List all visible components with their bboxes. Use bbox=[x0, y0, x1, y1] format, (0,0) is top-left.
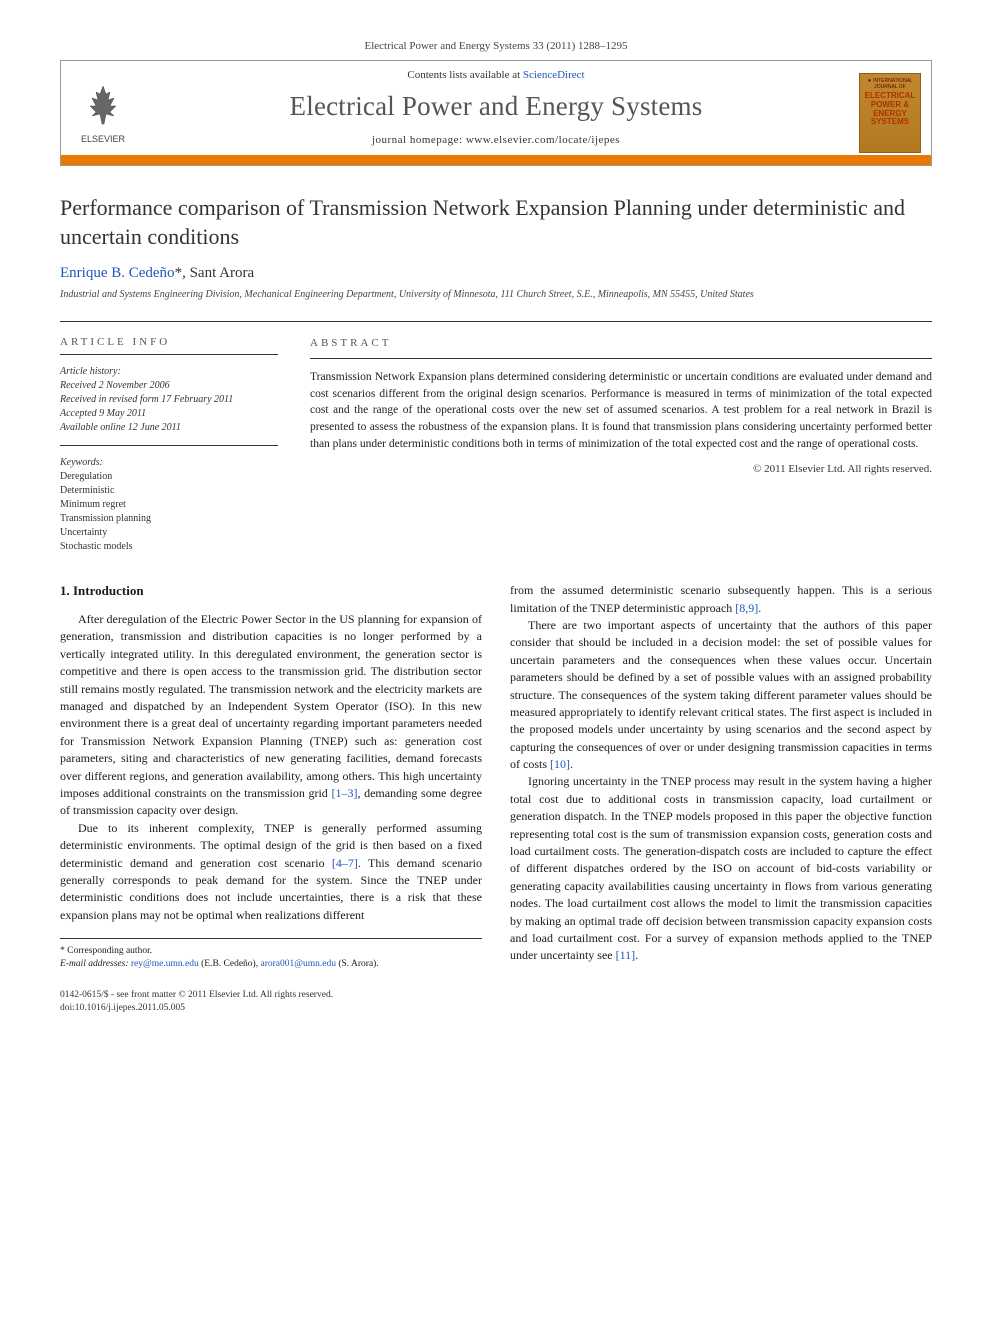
front-matter-line: 0142-0615/$ - see front matter © 2011 El… bbox=[60, 989, 932, 1002]
keyword: Stochastic models bbox=[60, 540, 278, 554]
sciencedirect-link[interactable]: ScienceDirect bbox=[523, 69, 585, 81]
cover-title-text: ELECTRICAL POWER & ENERGY SYSTEMS bbox=[864, 92, 916, 127]
keyword: Transmission planning bbox=[60, 512, 278, 526]
email-label: E-mail addresses: bbox=[60, 959, 131, 969]
citation-line: Electrical Power and Energy Systems 33 (… bbox=[60, 40, 932, 52]
author-email-1[interactable]: rey@me.umn.edu bbox=[131, 959, 199, 969]
p4-tail: . bbox=[570, 757, 573, 771]
abstract-label: ABSTRACT bbox=[310, 336, 932, 359]
affiliation: Industrial and Systems Engineering Divis… bbox=[60, 288, 932, 301]
p3-text: from the assumed deterministic scenario … bbox=[510, 583, 932, 614]
journal-homepage-row: journal homepage: www.elsevier.com/locat… bbox=[61, 128, 931, 156]
corresponding-author-footnote: * Corresponding author. E-mail addresses… bbox=[60, 938, 482, 971]
history-online: Available online 12 June 2011 bbox=[60, 421, 278, 435]
abstract-column: ABSTRACT Transmission Network Expansion … bbox=[310, 336, 932, 554]
p5-text: Ignoring uncertainty in the TNEP process… bbox=[510, 774, 932, 962]
contents-lists-row: Contents lists available at ScienceDirec… bbox=[61, 61, 931, 85]
body-paragraph: Ignoring uncertainty in the TNEP process… bbox=[510, 773, 932, 964]
ref-link[interactable]: [10] bbox=[550, 757, 570, 771]
authors-line: Enrique B. Cedeño*, Sant Arora bbox=[60, 265, 932, 282]
bottom-meta: 0142-0615/$ - see front matter © 2011 El… bbox=[60, 989, 932, 1015]
keyword: Deterministic bbox=[60, 484, 278, 498]
body-paragraph: from the assumed deterministic scenario … bbox=[510, 582, 932, 617]
elsevier-logo: ELSEVIER bbox=[73, 82, 133, 144]
author-1-link[interactable]: Enrique B. Cedeño bbox=[60, 265, 175, 281]
ref-link[interactable]: [8,9] bbox=[735, 601, 758, 615]
author-corr-mark: * bbox=[175, 265, 183, 281]
p3-tail: . bbox=[758, 601, 761, 615]
article-title: Performance comparison of Transmission N… bbox=[60, 194, 932, 251]
author-2: , Sant Arora bbox=[182, 265, 254, 281]
p4-text: There are two important aspects of uncer… bbox=[510, 618, 932, 771]
email-who-1: (E.B. Cedeño), bbox=[199, 959, 261, 969]
history-accepted: Accepted 9 May 2011 bbox=[60, 407, 278, 421]
ref-link[interactable]: [4–7] bbox=[332, 856, 358, 870]
email-who-2: (S. Arora). bbox=[336, 959, 379, 969]
history-label: Article history: bbox=[60, 365, 278, 379]
author-email-2[interactable]: arora001@umn.edu bbox=[260, 959, 336, 969]
ref-link[interactable]: [1–3] bbox=[331, 786, 357, 800]
elsevier-tree-icon bbox=[80, 82, 126, 128]
body-paragraph: There are two important aspects of uncer… bbox=[510, 617, 932, 774]
history-received: Received 2 November 2006 bbox=[60, 379, 278, 393]
keywords-label: Keywords: bbox=[60, 456, 278, 470]
keyword: Uncertainty bbox=[60, 526, 278, 540]
journal-header: ELSEVIER ★ INTERNATIONAL JOURNAL OF ELEC… bbox=[60, 60, 932, 166]
journal-title: Electrical Power and Energy Systems bbox=[290, 91, 703, 121]
homepage-prefix: journal homepage: bbox=[372, 134, 466, 146]
p1-text: After deregulation of the Electric Power… bbox=[60, 612, 482, 800]
doi-line: doi:10.1016/j.ijepes.2011.05.005 bbox=[60, 1002, 932, 1015]
body-paragraph: Due to its inherent complexity, TNEP is … bbox=[60, 820, 482, 924]
cover-top-text: ★ INTERNATIONAL JOURNAL OF bbox=[864, 78, 916, 90]
keyword: Deregulation bbox=[60, 470, 278, 484]
article-history-block: Article history: Received 2 November 200… bbox=[60, 365, 278, 446]
contents-prefix: Contents lists available at bbox=[407, 69, 522, 81]
abstract-copyright: © 2011 Elsevier Ltd. All rights reserved… bbox=[310, 462, 932, 478]
orange-divider-bar bbox=[61, 155, 931, 165]
ref-link[interactable]: [11] bbox=[616, 948, 636, 962]
article-info-column: ARTICLE INFO Article history: Received 2… bbox=[60, 336, 278, 554]
journal-cover-thumbnail: ★ INTERNATIONAL JOURNAL OF ELECTRICAL PO… bbox=[859, 73, 921, 153]
article-info-label: ARTICLE INFO bbox=[60, 336, 278, 355]
keywords-block: Keywords: Deregulation Deterministic Min… bbox=[60, 456, 278, 554]
homepage-url: www.elsevier.com/locate/ijepes bbox=[466, 134, 620, 146]
history-revised: Received in revised form 17 February 201… bbox=[60, 393, 278, 407]
section-heading-introduction: 1. Introduction bbox=[60, 582, 482, 601]
elsevier-label: ELSEVIER bbox=[73, 134, 133, 144]
keyword: Minimum regret bbox=[60, 498, 278, 512]
abstract-text: Transmission Network Expansion plans det… bbox=[310, 369, 932, 452]
p5-tail: . bbox=[635, 948, 638, 962]
corr-author-line: * Corresponding author. bbox=[60, 945, 482, 958]
body-paragraph: After deregulation of the Electric Power… bbox=[60, 611, 482, 820]
article-body: 1. Introduction After deregulation of th… bbox=[60, 582, 932, 971]
